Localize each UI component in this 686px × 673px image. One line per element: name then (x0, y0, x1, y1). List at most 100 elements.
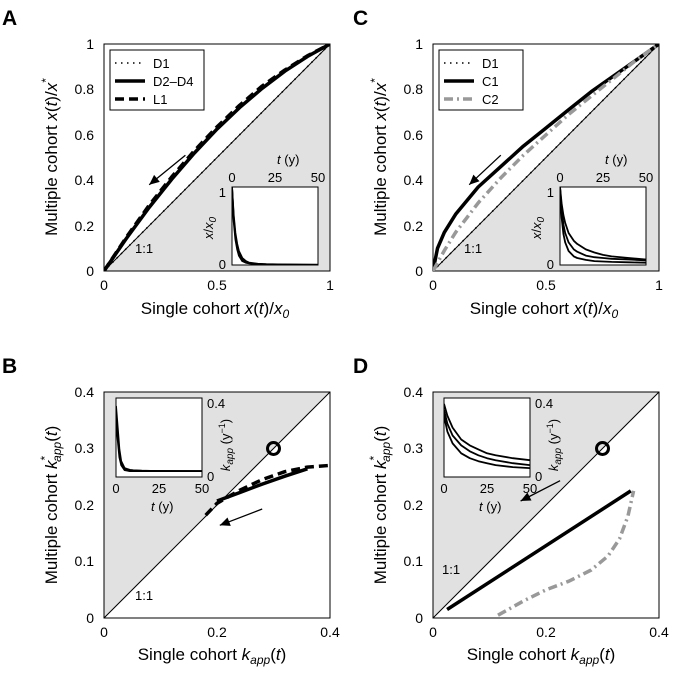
inset-y-axis-label: kapp (y−1) (545, 419, 564, 471)
x-tick-label: 1 (326, 277, 334, 293)
one-to-one-line (432, 43, 660, 272)
inset-series-line-3 (116, 405, 202, 472)
series-group (204, 463, 330, 517)
y-tick-label: 0.4 (75, 384, 95, 400)
legend: D1 C1 C2 (438, 49, 524, 111)
y-tick-label: 0 (86, 610, 94, 626)
y-tick-label: 0.4 (404, 384, 424, 400)
y-tick-label: 0.2 (404, 218, 424, 234)
plot-frame (432, 391, 660, 619)
inset-series-group (116, 405, 202, 472)
panel-label-d: D (353, 355, 368, 378)
x-axis: 0 0.5 1 (429, 277, 663, 293)
inset-x-axis-label: t (y) (605, 152, 627, 167)
inset-frame (443, 397, 531, 478)
one-to-one-line (103, 43, 331, 272)
inset-x-axis-label: t (y) (479, 499, 501, 514)
panel-c: C 1:1 0 0.2 0.4 0.6 0.8 1 0 0.5 1 Single… (353, 7, 663, 321)
inset-x-tick-label: 50 (311, 170, 325, 185)
arrow-head (520, 492, 532, 501)
inset-x-tick-label: 0 (440, 481, 447, 496)
inset-series-line-1 (560, 187, 646, 262)
inset-x-axis-label: t (y) (151, 499, 173, 514)
arrow-head (219, 517, 231, 526)
inset-frame (231, 186, 319, 266)
inset-series-group (444, 403, 530, 469)
inset-series-line-3 (560, 187, 646, 261)
one-to-one-label: 1:1 (135, 588, 153, 603)
inset-y-tick-label: 1 (219, 185, 226, 200)
inset-y-tick-label: 0.4 (535, 396, 553, 411)
y-axis: 0 0.1 0.2 0.3 0.4 (404, 384, 424, 626)
inset-series-line-2 (560, 187, 646, 264)
inset-y-axis-label: kapp (y−1) (217, 419, 236, 471)
inset-x-axis-label: t (y) (277, 152, 299, 167)
inset-x-tick-label: 0 (112, 481, 119, 496)
inset-y-tick-label: 0 (535, 469, 542, 484)
inset-y-tick-label: 0 (547, 257, 554, 272)
x-tick-label: 0.4 (320, 624, 340, 640)
y-tick-label: 0.6 (404, 127, 424, 143)
x-tick-label: 0.2 (207, 624, 227, 640)
one-to-one-label: 1:1 (135, 241, 153, 256)
y-tick-label: 0 (86, 263, 94, 279)
y-axis: 0 0.2 0.4 0.6 0.8 1 (404, 36, 424, 279)
plot-frame (103, 391, 331, 619)
y-tick-label: 0.1 (404, 553, 424, 569)
y-tick-label: 1 (86, 36, 94, 52)
y-tick-label: 0.3 (404, 440, 424, 456)
direction-arrow (468, 154, 502, 186)
y-axis-label: Multiple cohort x(t)/x* (368, 78, 390, 236)
series-line-2 (497, 490, 636, 617)
reference-circle-marker (266, 441, 281, 456)
x-tick-label: 0 (100, 277, 108, 293)
direction-arrow (148, 154, 186, 186)
inset-y-tick-label: 0.4 (207, 396, 225, 411)
panel-d: D 1:1 0 0.1 0.2 0.3 0.4 0 0.2 0.4 Single… (353, 355, 669, 667)
reference-circle-marker (595, 441, 610, 456)
inset-y-tick-label: 1 (547, 185, 554, 200)
series-group (446, 489, 636, 617)
inset-series-line-3 (232, 187, 318, 265)
legend: D1 D2–D4 L1 (109, 49, 205, 111)
x-axis: 0 0.5 1 (100, 277, 334, 293)
y-axis-label: Multiple cohort x(t)/x* (39, 78, 61, 236)
legend-label-c2: C2 (482, 92, 499, 107)
x-tick-label: 0.5 (536, 277, 556, 293)
series-line-1 (446, 489, 632, 611)
inset-x-tick-label: 25 (152, 481, 166, 496)
x-tick-label: 0 (429, 624, 437, 640)
series-line-c2 (433, 44, 659, 271)
inset-x-tick-label: 50 (195, 481, 209, 496)
y-axis: 0 0.1 0.2 0.3 0.4 (75, 384, 95, 626)
one-to-one-label: 1:1 (464, 241, 482, 256)
one-to-one-label: 1:1 (442, 562, 460, 577)
inset-series-group (232, 187, 318, 265)
inset-x-tick-label: 0 (228, 170, 235, 185)
legend-label-d1: D1 (482, 56, 499, 71)
direction-arrow (219, 508, 263, 526)
x-axis-label: Single cohort kapp(t) (467, 645, 616, 667)
y-tick-label: 0.4 (75, 172, 95, 188)
inset: 0 25 50 t (y) 0.4 0 kapp (y−1) (112, 396, 236, 514)
inset-frame (559, 186, 647, 266)
inset-series-line-3 (444, 415, 530, 469)
y-tick-label: 1 (415, 36, 423, 52)
x-tick-label: 0.5 (207, 277, 227, 293)
x-axis: 0 0.2 0.4 (429, 624, 669, 640)
inset: 0 25 50 t (y) 0.4 0 kapp (y−1) (440, 396, 564, 514)
series-line-2 (204, 463, 330, 517)
x-axis-label: Single cohort kapp(t) (138, 645, 287, 667)
x-tick-label: 0 (429, 277, 437, 293)
panel-b: B 1:1 0 0.1 0.2 0.3 0.4 0 0.2 0.4 Single… (2, 355, 340, 667)
x-tick-label: 0.4 (649, 624, 669, 640)
inset-x-tick-label: 25 (596, 170, 610, 185)
y-tick-label: 0.8 (75, 81, 95, 97)
arrow-head (149, 174, 160, 185)
y-tick-label: 0.1 (75, 553, 95, 569)
plot-frame (432, 43, 660, 272)
x-tick-label: 0 (100, 624, 108, 640)
y-tick-label: 0.4 (404, 172, 424, 188)
inset-x-tick-label: 50 (523, 481, 537, 496)
